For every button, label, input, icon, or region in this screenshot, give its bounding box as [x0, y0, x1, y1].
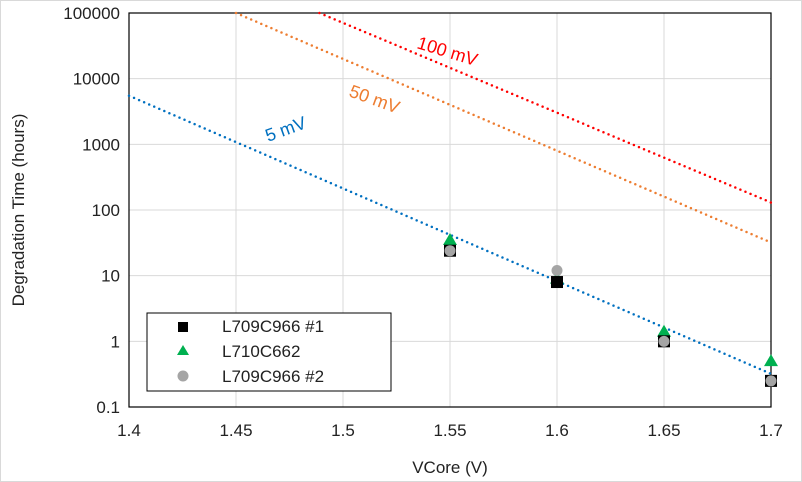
y-tick-label: 1	[111, 332, 120, 351]
data-point-square	[551, 276, 563, 289]
y-tick-label: 100000	[63, 4, 120, 23]
data-point-circle	[765, 375, 777, 387]
x-tick-label: 1.65	[647, 421, 680, 440]
y-tick-label: 1000	[82, 135, 120, 154]
legend-label: L709C966 #2	[222, 367, 324, 386]
x-axis-label: VCore (V)	[412, 458, 488, 477]
data-point-circle	[551, 264, 563, 276]
trendline-label-5mv: 5 mV	[263, 113, 309, 146]
y-tick-label: 10	[101, 267, 120, 286]
trendline-label-100mv: 100 mV	[415, 33, 480, 70]
x-tick-label: 1.6	[545, 421, 569, 440]
x-tick-label: 1.55	[433, 421, 466, 440]
trendline-50mv	[234, 11, 773, 244]
data-point-circle	[658, 335, 670, 347]
plot-area-border	[128, 12, 772, 408]
data-point-circle	[444, 245, 456, 257]
data-point-triangle	[443, 232, 457, 245]
trendline-label-50mv: 50 mV	[347, 81, 403, 118]
x-tick-label: 1.5	[331, 421, 355, 440]
x-tick-label: 1.7	[759, 421, 783, 440]
legend-marker-circle	[177, 370, 189, 382]
data-point-triangle	[764, 354, 778, 367]
x-tick-label: 1.4	[117, 421, 141, 440]
x-tick-label: 1.45	[219, 421, 252, 440]
data-point-triangle	[657, 324, 671, 337]
y-axis-label: Degradation Time (hours)	[9, 114, 28, 307]
y-tick-label: 100	[92, 201, 120, 220]
legend: L709C966 #1 L710C662 L709C966 #2	[146, 312, 392, 392]
legend-marker-triangle	[177, 345, 189, 355]
legend-label: L709C966 #1	[222, 317, 324, 336]
legend-marker-square	[178, 322, 188, 332]
y-tick-label: 0.1	[96, 398, 120, 417]
legend-label: L710C662	[222, 342, 300, 361]
y-tick-label: 10000	[73, 70, 120, 89]
trendline-100mv	[318, 11, 773, 204]
